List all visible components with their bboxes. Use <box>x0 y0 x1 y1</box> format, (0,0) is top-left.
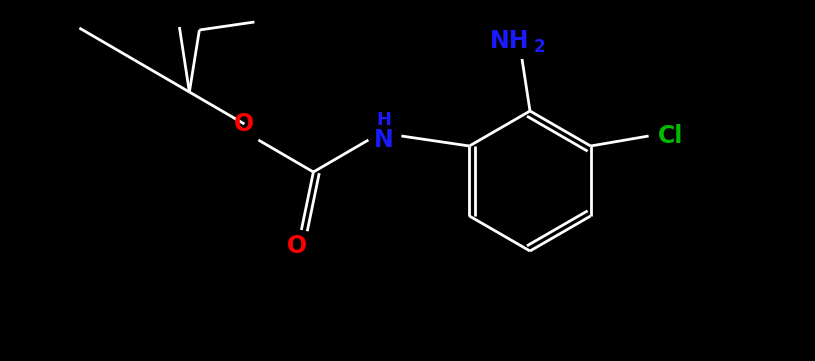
Text: H: H <box>376 111 391 129</box>
Text: 2: 2 <box>534 38 545 56</box>
Text: Cl: Cl <box>658 124 683 148</box>
Text: NH: NH <box>491 29 530 53</box>
Text: O: O <box>288 234 307 258</box>
Text: N: N <box>373 128 394 152</box>
Text: O: O <box>235 112 254 136</box>
